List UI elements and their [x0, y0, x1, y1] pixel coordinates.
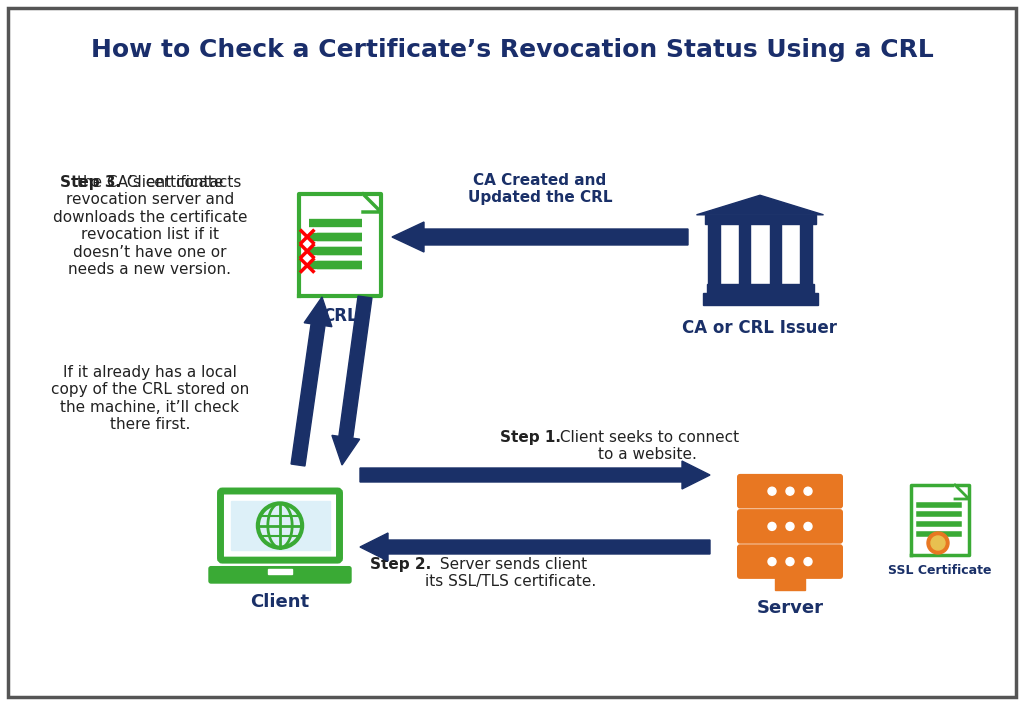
Circle shape [786, 487, 794, 495]
Text: Server: Server [757, 599, 823, 617]
Circle shape [768, 522, 776, 530]
FancyBboxPatch shape [737, 544, 843, 579]
Text: How to Check a Certificate’s Revocation Status Using a CRL: How to Check a Certificate’s Revocation … [91, 38, 933, 62]
FancyBboxPatch shape [737, 474, 843, 508]
Circle shape [804, 522, 812, 530]
Bar [707, 284, 813, 293]
Text: SSL Certificate: SSL Certificate [888, 564, 992, 577]
Circle shape [768, 487, 776, 495]
Bar [702, 293, 817, 305]
Circle shape [804, 487, 812, 495]
Circle shape [786, 558, 794, 565]
Text: Client contacts: Client contacts [122, 175, 242, 190]
Text: Step 3.: Step 3. [60, 175, 121, 190]
Text: the CA’s certificate
revocation server and
downloads the certificate
revocation : the CA’s certificate revocation server a… [53, 175, 247, 277]
FancyBboxPatch shape [220, 491, 340, 560]
Circle shape [804, 558, 812, 565]
Circle shape [768, 558, 776, 565]
FancyBboxPatch shape [737, 509, 843, 544]
Polygon shape [332, 296, 372, 465]
Text: CA Created and
Updated the CRL: CA Created and Updated the CRL [468, 173, 612, 205]
Text: Step 1.: Step 1. [500, 430, 561, 445]
Bar [230, 501, 330, 550]
Bar [709, 224, 720, 284]
Polygon shape [696, 195, 823, 215]
Circle shape [931, 536, 945, 550]
Polygon shape [360, 533, 710, 561]
Polygon shape [299, 194, 381, 296]
Bar [770, 224, 781, 284]
Circle shape [927, 532, 949, 554]
Text: Server sends client
its SSL/TLS certificate.: Server sends client its SSL/TLS certific… [425, 557, 596, 589]
Bar [775, 575, 805, 590]
Polygon shape [392, 222, 688, 252]
Text: CRL: CRL [323, 307, 357, 325]
Circle shape [786, 522, 794, 530]
Text: Client: Client [251, 593, 309, 611]
Polygon shape [291, 297, 332, 466]
Text: Client seeks to connect
to a website.: Client seeks to connect to a website. [555, 430, 739, 462]
Text: CA or CRL Issuer: CA or CRL Issuer [683, 319, 838, 337]
Bar [705, 215, 815, 224]
Polygon shape [360, 461, 710, 489]
Polygon shape [911, 485, 969, 555]
Polygon shape [362, 194, 381, 212]
Bar [800, 224, 812, 284]
Bar [267, 569, 293, 575]
Bar [739, 224, 751, 284]
Text: Step 2.: Step 2. [370, 557, 431, 572]
FancyBboxPatch shape [209, 567, 351, 583]
FancyBboxPatch shape [8, 8, 1016, 697]
Polygon shape [955, 485, 969, 499]
Text: If it already has a local
copy of the CRL stored on
the machine, it’ll check
the: If it already has a local copy of the CR… [51, 365, 249, 432]
